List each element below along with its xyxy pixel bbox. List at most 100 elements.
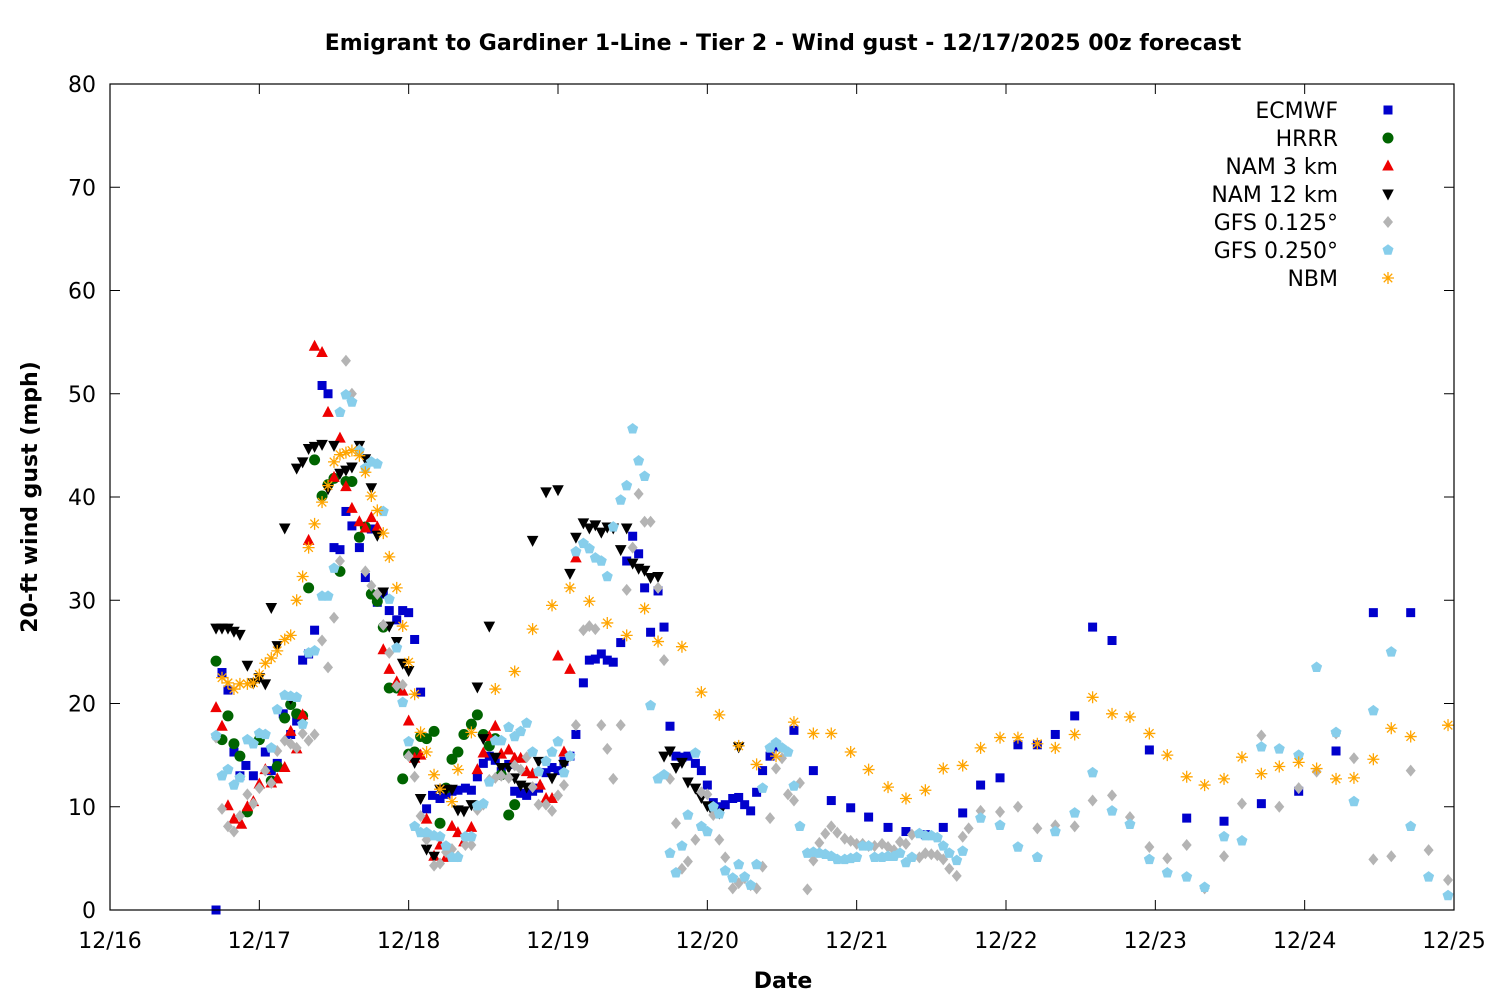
data-point <box>601 616 614 629</box>
data-point <box>957 845 969 856</box>
data-point <box>1219 850 1230 863</box>
data-point <box>508 665 521 678</box>
data-point <box>634 549 644 559</box>
data-point <box>664 746 676 758</box>
data-point <box>291 691 303 702</box>
data-point <box>354 543 364 553</box>
data-point <box>383 662 396 674</box>
data-point <box>248 771 258 781</box>
data-point <box>446 784 458 796</box>
data-point <box>309 645 321 656</box>
data-point <box>552 649 564 661</box>
data-point <box>1106 805 1118 816</box>
data-point <box>346 501 358 513</box>
data-point <box>963 822 974 835</box>
data-point <box>590 654 600 664</box>
data-point <box>291 741 302 754</box>
data-point <box>466 838 477 851</box>
data-point <box>446 819 458 831</box>
data-point <box>1443 874 1454 887</box>
data-point <box>271 703 283 715</box>
data-point <box>466 785 476 795</box>
data-point <box>682 809 694 820</box>
data-point <box>515 763 526 776</box>
data-point <box>1256 729 1267 742</box>
data-point <box>670 763 682 775</box>
data-point <box>233 677 246 690</box>
data-point <box>328 440 340 452</box>
data-point <box>1274 800 1285 813</box>
data-point <box>595 527 608 539</box>
data-point <box>702 788 713 801</box>
data-point <box>210 655 222 667</box>
data-point <box>882 781 895 794</box>
data-point <box>563 581 576 594</box>
data-point <box>1292 756 1305 769</box>
series-gfs-0-125 <box>211 354 1454 896</box>
data-point <box>260 747 270 757</box>
data-point <box>808 766 818 776</box>
data-point <box>1012 841 1024 852</box>
data-point <box>403 750 414 763</box>
data-point <box>254 782 265 795</box>
data-point <box>458 806 470 818</box>
data-point <box>410 634 420 644</box>
data-point <box>322 590 334 601</box>
data-point <box>259 728 271 740</box>
data-point <box>465 820 478 832</box>
data-point <box>652 635 665 648</box>
data-point <box>807 727 820 740</box>
data-point <box>346 462 358 474</box>
data-point <box>366 524 376 534</box>
plot-frame <box>109 83 1455 911</box>
data-point <box>745 879 757 890</box>
data-point <box>601 570 613 582</box>
data-point <box>1012 800 1023 813</box>
data-point <box>1049 825 1061 837</box>
data-point <box>883 822 893 832</box>
data-point <box>826 796 836 806</box>
data-point <box>495 763 508 775</box>
data-point <box>1310 762 1323 775</box>
data-point <box>428 851 440 863</box>
data-point <box>621 479 633 491</box>
data-point <box>284 724 297 736</box>
data-point <box>360 573 370 583</box>
data-point <box>639 515 650 528</box>
data-point <box>416 687 426 697</box>
data-point <box>1123 710 1136 723</box>
data-point <box>408 688 421 701</box>
data-point <box>995 773 1005 783</box>
data-point <box>713 708 726 721</box>
data-point <box>1124 811 1135 824</box>
data-point <box>1347 771 1360 784</box>
data-point <box>540 755 552 767</box>
data-point <box>420 746 433 759</box>
data-point <box>477 746 490 758</box>
data-point <box>489 683 502 696</box>
data-point <box>1406 608 1416 618</box>
data-point <box>451 763 464 776</box>
data-point <box>547 804 558 817</box>
data-point <box>1273 743 1285 754</box>
data-point <box>546 599 559 612</box>
x-tick-label: 12/23 <box>1124 929 1187 954</box>
data-point <box>1367 753 1380 766</box>
data-point <box>334 468 346 480</box>
data-point <box>558 759 570 771</box>
data-point <box>303 734 314 747</box>
data-point <box>296 708 309 720</box>
data-point <box>1050 729 1060 739</box>
data-point <box>503 721 515 732</box>
data-point <box>278 633 291 646</box>
data-point <box>571 729 581 739</box>
data-point <box>689 747 701 758</box>
data-point <box>720 800 730 810</box>
y-tick-label: 30 <box>68 589 96 614</box>
data-point <box>732 739 745 752</box>
data-point <box>956 759 969 772</box>
data-point <box>664 847 676 858</box>
data-point <box>247 676 260 689</box>
legend-label: ECMWF <box>1255 99 1338 124</box>
legend-label: NAM 3 km <box>1225 155 1338 180</box>
